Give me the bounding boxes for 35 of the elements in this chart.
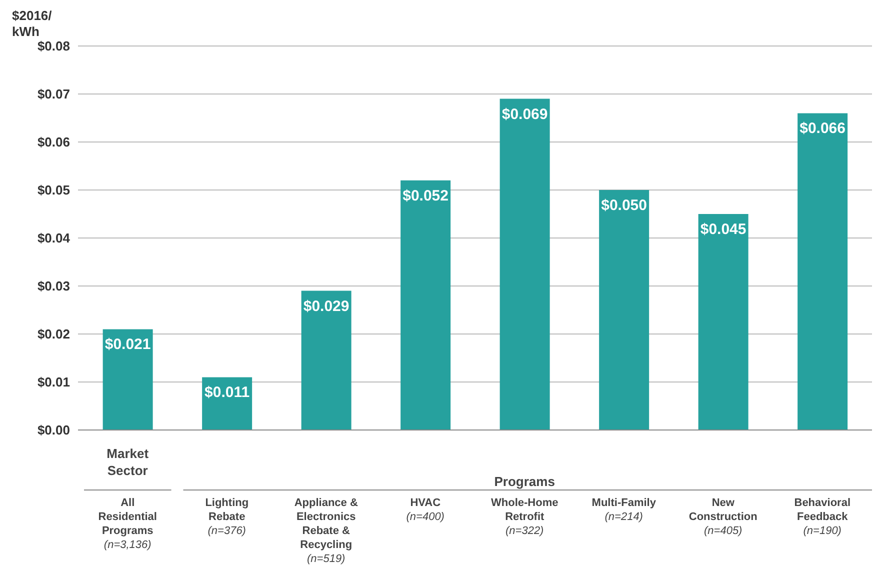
x-tick-label: All Residential Programs (n=3,136) (98, 497, 157, 551)
y-tick-label: $0.00 (37, 422, 70, 438)
text: Programs (494, 474, 555, 489)
x-tick-label: HVAC (n=400) (406, 497, 445, 523)
data-label: $0.050 (601, 197, 648, 214)
x-tick-label: Lighting Rebate (n=376) (205, 497, 249, 537)
y-tick-label: $0.05 (37, 182, 70, 198)
x-tick-label: Appliance & Electronics Rebate & Recycling (n=519) (294, 497, 358, 565)
bar (599, 190, 650, 430)
y-tick-label: $0.04 (37, 230, 71, 246)
bar (102, 329, 153, 430)
data-label: $0.045 (700, 221, 746, 238)
data-label: $0.011 (204, 384, 250, 402)
bar (698, 214, 748, 430)
bar (798, 113, 848, 430)
bar (301, 290, 352, 430)
text: Market Sector (106, 446, 150, 478)
data-label: $0.021 (104, 336, 151, 354)
x-tick-label: Behavioral Feedback (n=190) (794, 497, 850, 537)
y-tick-label: $0.01 (37, 374, 70, 390)
x-tick-label: New Construction (n=405) (688, 497, 758, 537)
x-tick-label: Multi-Family (n=214) (592, 497, 657, 523)
y-axis-title: $2016/ kWh (11, 8, 53, 40)
y-tick-label: $0.02 (37, 326, 70, 342)
data-label: $0.029 (303, 298, 350, 315)
y-tick-label: $0.08 (37, 38, 70, 54)
y-tick-label: $0.07 (37, 86, 70, 102)
data-label: $0.052 (402, 187, 449, 204)
x-tick-label: Whole-Home Retrofit (n=322) (491, 497, 558, 537)
y-tick-label: $0.03 (37, 278, 70, 294)
y-tick-label: $0.06 (37, 134, 70, 150)
data-label: $0.066 (800, 120, 846, 138)
bar (400, 180, 451, 430)
data-label: $0.069 (502, 106, 548, 123)
bar (500, 98, 550, 430)
